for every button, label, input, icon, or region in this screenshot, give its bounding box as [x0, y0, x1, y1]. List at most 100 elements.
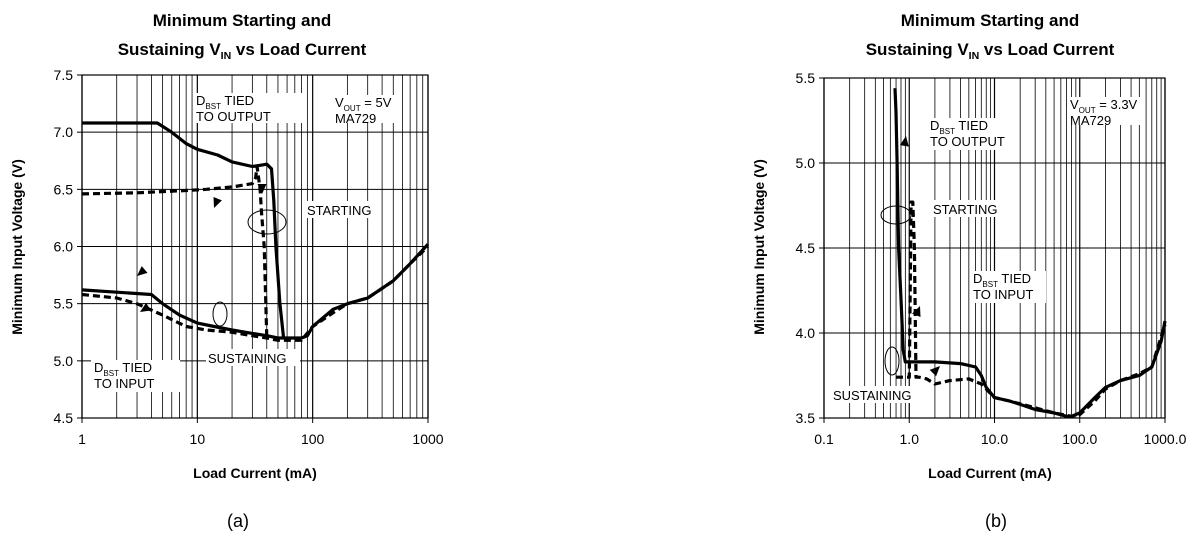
annotation-vout: VOUT = 3.3V [1070, 97, 1138, 115]
annotation-dbst-output: DBST TIED [930, 118, 988, 136]
text-run: Load Current (mA) [928, 465, 1052, 481]
pointer-ellipse [212, 301, 228, 327]
chart-b: Minimum Starting and Sustaining VIN vs Lo… [751, 11, 1187, 531]
text-run: IN [969, 50, 980, 62]
text-run: Sustaining V [866, 40, 970, 59]
text-run: Minimum Starting and [153, 11, 332, 30]
text-run: 10 [190, 431, 206, 447]
annotation-dbst-output: DBST TIED [196, 93, 254, 111]
annotation-dbst-input: DBST TIED [94, 360, 152, 378]
annotation-vout: MA729 [335, 111, 376, 126]
text-run: D [930, 118, 939, 133]
text-run: 3.5 [796, 410, 816, 426]
y-tick-label: 4.0 [796, 325, 816, 341]
annotation-sustaining: SUSTAINING [208, 351, 287, 366]
text-run: TIED [955, 118, 988, 133]
direction-arrowhead [899, 136, 909, 147]
chart-title: Minimum Starting and [153, 11, 332, 30]
text-run: TIED [119, 360, 152, 375]
text-run: SUSTAINING [208, 351, 287, 366]
y-tick-label: 4.5 [54, 410, 74, 426]
text-run: 10.0 [981, 431, 1008, 447]
text-run: (b) [985, 511, 1007, 531]
text-run: 100.0 [1062, 431, 1097, 447]
series-dashed-line [81, 164, 269, 339]
text-run: 7.5 [54, 67, 74, 83]
annotation-starting-box [305, 201, 379, 218]
text-run: 1.0 [900, 431, 920, 447]
text-run: BST [103, 369, 119, 378]
annotation-dbst-output-box [193, 93, 302, 123]
text-run: V [1070, 97, 1079, 112]
pointer-ellipse [247, 209, 287, 235]
direction-arrowhead [929, 366, 940, 377]
series-solid-line [82, 121, 286, 339]
y-tick-label: 4.5 [796, 240, 816, 256]
annotation-sustaining-box [206, 349, 300, 366]
x-tick-label: 1000 [412, 431, 443, 447]
text-run: 5.5 [54, 296, 74, 312]
direction-arrowhead [213, 197, 222, 208]
y-tick-label: 5.0 [796, 155, 816, 171]
text-run: TO INPUT [94, 376, 154, 391]
annotation-vout-box [1067, 97, 1140, 125]
chart-a: Minimum Starting and Sustaining VIN vs Lo… [9, 11, 444, 531]
x-tick-label: 0.1 [814, 431, 834, 447]
y-tick-label: 5.5 [796, 70, 816, 86]
chart-title: Minimum Starting and [901, 11, 1080, 30]
text-run: Minimum Starting and [901, 11, 1080, 30]
text-run: 7.0 [54, 124, 74, 140]
text-run: 0.1 [814, 431, 834, 447]
x-tick-label: 100 [301, 431, 325, 447]
chart-title: Sustaining VIN vs Load Current [866, 40, 1115, 62]
text-run: 5.0 [54, 353, 74, 369]
text-run: TO OUTPUT [196, 109, 271, 124]
text-run: D [94, 360, 103, 375]
text-run: BST [205, 102, 221, 111]
pointer-ellipse [880, 205, 912, 225]
text-run: 1000 [412, 431, 443, 447]
x-tick-label: 100.0 [1062, 431, 1097, 447]
x-tick-label: 10.0 [981, 431, 1008, 447]
x-tick-label: 1000.0 [1144, 431, 1187, 447]
annotation-dbst-output: TO OUTPUT [196, 109, 271, 124]
text-run: vs Load Current [231, 40, 366, 59]
text-run: SUSTAINING [833, 388, 912, 403]
text-run: STARTING [933, 202, 998, 217]
text-run: 100 [301, 431, 325, 447]
text-run: 4.0 [796, 325, 816, 341]
text-run: 1000.0 [1144, 431, 1187, 447]
text-run: = 3.3V [1096, 97, 1138, 112]
y-tick-label: 7.0 [54, 124, 74, 140]
text-run: D [973, 271, 982, 286]
series-solid-line [81, 243, 430, 340]
text-run: 4.5 [796, 240, 816, 256]
annotation-sustaining: SUSTAINING [833, 388, 912, 403]
text-run: 6.0 [54, 239, 74, 255]
annotation-dbst-input: TO INPUT [973, 287, 1033, 302]
y-tick-label: 3.5 [796, 410, 816, 426]
text-run: Load Current (mA) [193, 465, 317, 481]
text-run: BST [939, 127, 955, 136]
direction-arrowhead [257, 184, 267, 194]
annotation-starting: STARTING [307, 203, 372, 218]
text-run: MA729 [1070, 113, 1111, 128]
x-tick-label: 1 [78, 431, 86, 447]
figure-caption: (b) [985, 511, 1007, 531]
text-run: Minimum Input Voltage (V) [9, 159, 25, 335]
text-run: 5.5 [796, 70, 816, 86]
text-run: IN [221, 50, 232, 62]
text-run: TO INPUT [973, 287, 1033, 302]
annotation-dbst-input-box [91, 360, 180, 392]
annotation-vout: MA729 [1070, 113, 1111, 128]
text-run: BST [982, 280, 998, 289]
annotation-sustaining-box [831, 386, 925, 403]
text-run: 6.5 [54, 181, 74, 197]
y-tick-label: 5.5 [54, 296, 74, 312]
direction-arrowhead [912, 306, 921, 317]
text-run: OUT [1079, 106, 1096, 115]
annotation-dbst-input: TO INPUT [94, 376, 154, 391]
annotation-dbst-input-box [970, 271, 1046, 303]
x-tick-label: 1.0 [900, 431, 920, 447]
